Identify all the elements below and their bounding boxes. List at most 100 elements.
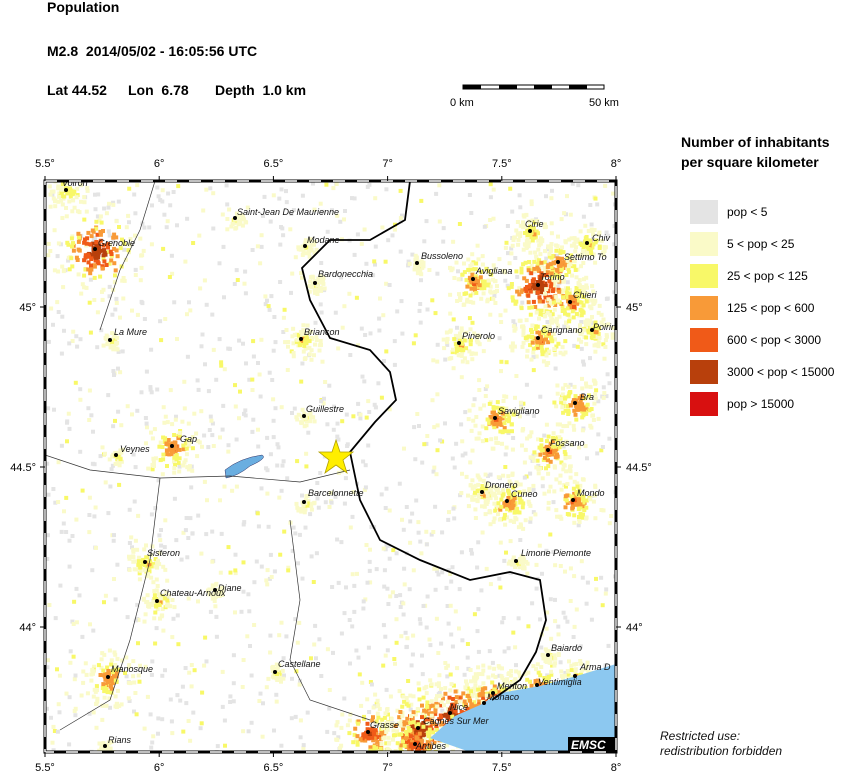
population-cell	[314, 656, 318, 661]
population-cell	[200, 690, 205, 695]
population-cell	[477, 431, 482, 436]
population-cell	[351, 414, 356, 419]
population-cell	[536, 238, 541, 243]
population-cell	[45, 706, 49, 711]
population-cell	[383, 634, 388, 639]
population-cell	[539, 290, 544, 295]
population-cell	[308, 419, 313, 424]
population-cell	[317, 348, 322, 353]
population-cell	[512, 344, 517, 349]
population-cell	[94, 684, 99, 689]
population-cell	[546, 288, 551, 293]
population-cell	[182, 406, 187, 411]
population-cell	[113, 268, 118, 273]
population-cell	[596, 344, 601, 349]
population-cell	[402, 582, 407, 587]
population-cell	[127, 554, 131, 559]
population-cell	[529, 327, 533, 332]
population-cell	[465, 284, 470, 289]
population-cell	[227, 346, 232, 351]
population-cell	[561, 352, 566, 357]
population-cell	[581, 288, 586, 293]
population-cell	[55, 254, 60, 259]
population-cell	[571, 315, 576, 320]
population-cell	[508, 186, 513, 191]
population-cell	[220, 669, 225, 674]
population-cell	[531, 368, 536, 373]
population-cell	[188, 738, 193, 743]
population-cell	[210, 586, 215, 591]
population-cell	[455, 705, 460, 710]
population-cell	[558, 422, 562, 427]
population-cell	[537, 258, 542, 263]
population-cell	[505, 412, 510, 417]
population-cell	[589, 227, 594, 232]
population-cell	[501, 488, 506, 493]
population-cell	[593, 392, 598, 397]
population-cell	[594, 388, 599, 393]
population-cell	[564, 321, 569, 326]
population-cell	[552, 280, 557, 285]
population-cell	[228, 694, 233, 699]
population-cell	[170, 731, 175, 736]
population-cell	[545, 439, 549, 444]
population-cell	[172, 443, 177, 448]
population-cell	[89, 263, 93, 268]
population-cell	[475, 489, 480, 493]
population-cell	[123, 671, 127, 675]
population-cell	[64, 530, 69, 534]
population-cell	[580, 376, 584, 381]
population-cell	[498, 406, 502, 411]
population-cell	[510, 560, 515, 565]
population-cell	[104, 211, 109, 216]
population-cell	[573, 268, 578, 272]
population-cell	[164, 225, 169, 230]
population-cell	[588, 497, 593, 502]
population-cell	[507, 261, 512, 266]
population-cell	[48, 192, 53, 197]
population-cell	[425, 594, 430, 599]
population-cell	[109, 690, 114, 695]
population-cell	[150, 436, 155, 441]
population-cell	[573, 290, 578, 295]
population-cell	[294, 669, 299, 674]
population-cell	[524, 318, 529, 323]
population-cell	[106, 229, 111, 234]
population-cell	[476, 687, 481, 692]
population-cell	[574, 312, 579, 316]
population-cell	[164, 441, 169, 446]
scale-bar	[462, 84, 605, 90]
population-cell	[540, 239, 545, 244]
population-cell	[455, 299, 460, 303]
population-cell	[524, 382, 529, 387]
population-cell	[374, 567, 379, 572]
population-cell	[97, 249, 102, 254]
population-cell	[196, 599, 200, 604]
population-cell	[550, 276, 555, 281]
population-cell	[312, 419, 317, 424]
population-cell	[212, 599, 217, 603]
population-cell	[459, 326, 464, 331]
population-cell	[508, 481, 513, 486]
population-cell	[108, 249, 113, 254]
population-cell	[457, 222, 462, 226]
population-cell	[109, 662, 114, 667]
population-cell	[540, 571, 544, 576]
population-cell	[455, 325, 459, 330]
population-cell	[444, 585, 449, 590]
population-cell	[550, 267, 555, 272]
population-cell	[342, 696, 347, 701]
population-cell	[551, 550, 556, 554]
population-cell	[382, 584, 387, 589]
population-cell	[303, 346, 308, 351]
population-cell	[521, 526, 526, 531]
population-cell	[68, 660, 73, 665]
population-cell	[233, 610, 237, 615]
population-cell	[303, 415, 308, 420]
population-cell	[513, 515, 518, 520]
population-cell	[270, 669, 275, 673]
population-cell	[490, 680, 495, 685]
population-cell	[56, 310, 61, 314]
population-cell	[539, 308, 544, 313]
population-cell	[501, 399, 506, 403]
